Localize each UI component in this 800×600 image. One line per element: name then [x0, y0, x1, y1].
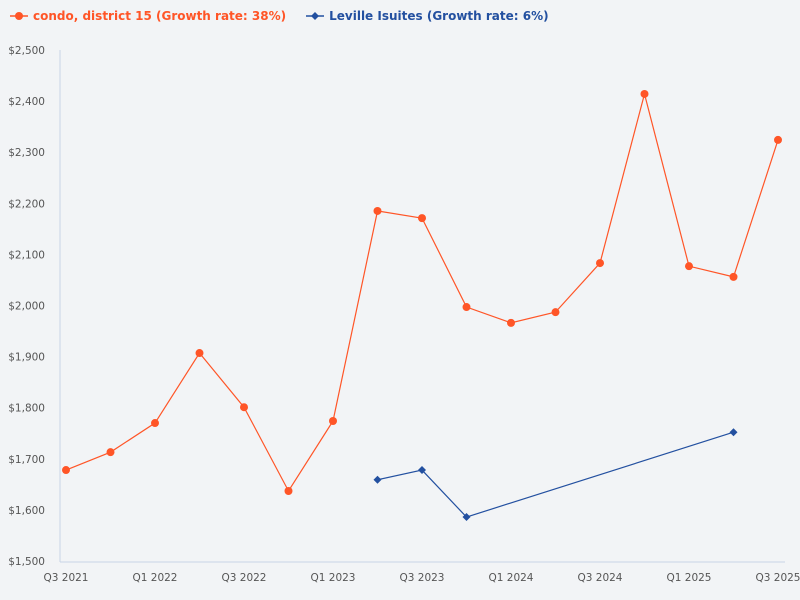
data-point	[640, 89, 649, 98]
data-point	[62, 466, 70, 475]
y-tick-label: $2,400	[8, 96, 45, 108]
x-tick-label: Q3 2024	[577, 572, 622, 584]
series-line-0	[65, 91, 779, 493]
x-tick-label: Q1 2023	[310, 572, 355, 584]
data-point	[329, 416, 337, 425]
legend-item-condo[interactable]: condo, district 15 (Growth rate: 38%)	[10, 9, 286, 23]
data-point	[240, 403, 248, 412]
data-point	[729, 428, 738, 437]
data-point	[195, 349, 204, 358]
x-tick-label: Q1 2025	[666, 572, 711, 584]
data-point	[418, 214, 426, 223]
series-line-1	[377, 431, 734, 518]
data-point	[729, 272, 738, 281]
y-tick-label: $2,000	[8, 301, 45, 313]
data-point	[284, 486, 293, 495]
data-point	[685, 262, 693, 271]
data-point	[373, 206, 382, 215]
y-tick-label: $2,100	[8, 249, 45, 261]
circle-marker-icon	[10, 12, 28, 20]
x-tick-label: Q1 2022	[132, 572, 177, 584]
data-point	[373, 475, 382, 484]
y-tick-label: $1,500	[8, 556, 45, 568]
y-tick-label: $2,500	[8, 45, 45, 57]
y-tick-label: $1,900	[8, 352, 45, 364]
x-tick-label: Q3 2023	[399, 572, 444, 584]
data-point	[507, 318, 515, 327]
y-tick-label: $2,200	[8, 198, 45, 210]
diamond-marker-icon	[306, 12, 325, 20]
data-point	[462, 303, 471, 312]
data-point	[151, 419, 159, 428]
legend-label: condo, district 15 (Growth rate: 38%)	[33, 9, 287, 23]
x-tick-label: Q3 2022	[221, 572, 266, 584]
legend-item-leville[interactable]: Leville Isuites (Growth rate: 6%)	[306, 9, 549, 23]
data-point	[462, 513, 471, 522]
x-tick-label: Q1 2024	[488, 572, 533, 584]
x-tick-label: Q3 2025	[755, 572, 800, 584]
y-tick-label: $1,600	[8, 505, 45, 517]
data-point	[551, 308, 560, 317]
legend-label: Leville Isuites (Growth rate: 6%)	[329, 9, 549, 23]
legend: condo, district 15 (Growth rate: 38%) Le…	[10, 9, 549, 23]
x-tick-label: Q3 2021	[43, 572, 88, 584]
data-point	[774, 135, 782, 144]
data-point	[596, 259, 604, 268]
y-tick-label: $1,800	[8, 403, 45, 415]
data-point	[418, 466, 426, 475]
data-point	[106, 448, 115, 457]
y-tick-label: $2,300	[8, 147, 45, 159]
y-tick-label: $1,700	[8, 454, 45, 466]
